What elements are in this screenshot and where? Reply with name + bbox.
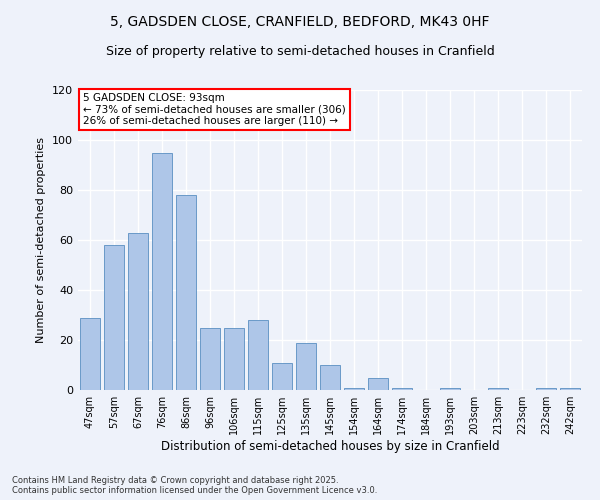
Text: 5 GADSDEN CLOSE: 93sqm
← 73% of semi-detached houses are smaller (306)
26% of se: 5 GADSDEN CLOSE: 93sqm ← 73% of semi-det… xyxy=(83,93,346,126)
Bar xyxy=(80,318,100,390)
Bar xyxy=(488,388,508,390)
Bar xyxy=(128,232,148,390)
Bar xyxy=(176,195,196,390)
Bar xyxy=(296,342,316,390)
Bar xyxy=(200,328,220,390)
Bar xyxy=(440,388,460,390)
Bar xyxy=(152,152,172,390)
Bar xyxy=(320,365,340,390)
Y-axis label: Number of semi-detached properties: Number of semi-detached properties xyxy=(37,137,46,343)
Bar xyxy=(272,362,292,390)
Bar xyxy=(248,320,268,390)
Text: Size of property relative to semi-detached houses in Cranfield: Size of property relative to semi-detach… xyxy=(106,45,494,58)
Text: 5, GADSDEN CLOSE, CRANFIELD, BEDFORD, MK43 0HF: 5, GADSDEN CLOSE, CRANFIELD, BEDFORD, MK… xyxy=(110,15,490,29)
Bar xyxy=(392,388,412,390)
Bar xyxy=(104,245,124,390)
Bar xyxy=(368,378,388,390)
X-axis label: Distribution of semi-detached houses by size in Cranfield: Distribution of semi-detached houses by … xyxy=(161,440,499,453)
Bar xyxy=(344,388,364,390)
Bar xyxy=(560,388,580,390)
Bar xyxy=(536,388,556,390)
Bar xyxy=(224,328,244,390)
Text: Contains HM Land Registry data © Crown copyright and database right 2025.
Contai: Contains HM Land Registry data © Crown c… xyxy=(12,476,377,495)
